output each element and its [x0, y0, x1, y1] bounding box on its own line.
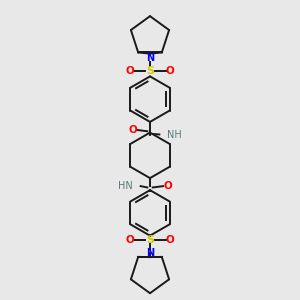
- Text: N: N: [146, 248, 154, 258]
- Text: HN: HN: [118, 181, 133, 191]
- Text: S: S: [146, 235, 154, 245]
- Text: O: O: [166, 235, 175, 245]
- Text: S: S: [146, 66, 154, 76]
- Text: O: O: [125, 235, 134, 245]
- Text: O: O: [163, 181, 172, 191]
- Text: N: N: [146, 53, 154, 63]
- Text: NH: NH: [167, 130, 182, 140]
- Text: O: O: [128, 125, 137, 135]
- Text: O: O: [166, 66, 175, 76]
- Text: O: O: [125, 66, 134, 76]
